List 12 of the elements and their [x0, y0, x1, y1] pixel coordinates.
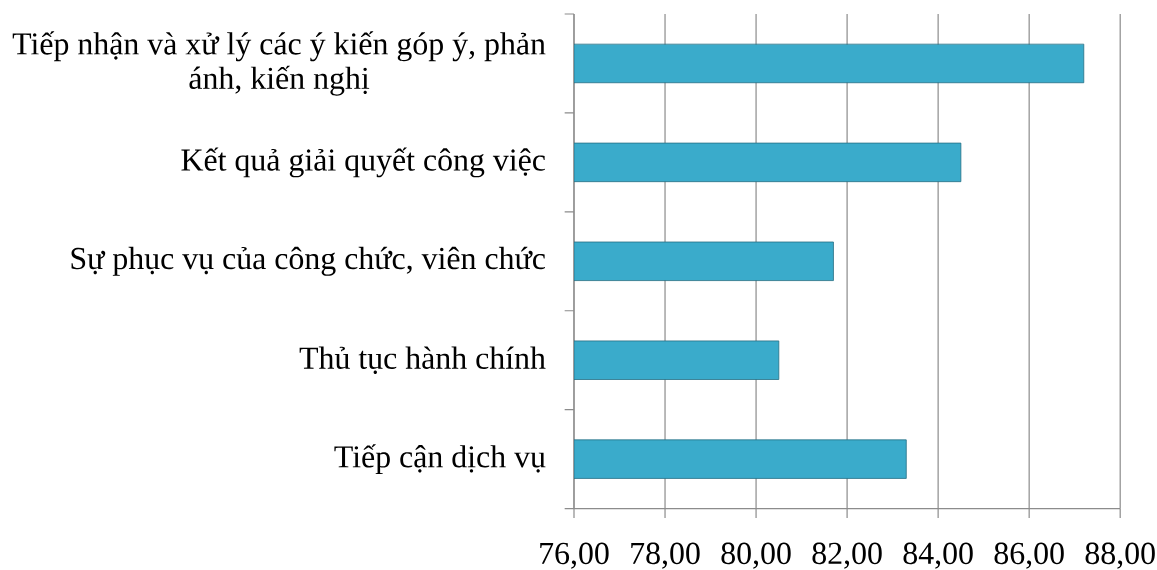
x-tick-label: 88,00 — [1085, 542, 1155, 569]
y-tick-label: Sự phục vụ của công chức, viên chức — [71, 246, 545, 276]
x-tick-label: 78,00 — [631, 542, 700, 569]
y-tick-label: Thủ tục hành chính — [299, 346, 546, 374]
y-tick-label: Tiếp cận dịch vụ — [334, 444, 546, 475]
x-tick-label: 86,00 — [994, 542, 1064, 569]
x-tick-label: 80,00 — [721, 542, 791, 569]
y-tick-label: Tiếp nhận và xử lý các ý kiến góp ý, phản ánh, kiến nghị — [12, 31, 546, 96]
x-tick-label: 84,00 — [903, 542, 973, 569]
x-tick-label: 76,00 — [540, 542, 609, 569]
y-tick-label: Kết quả giải quyết công việc — [181, 147, 545, 178]
x-tick-label: 82,00 — [812, 542, 882, 569]
